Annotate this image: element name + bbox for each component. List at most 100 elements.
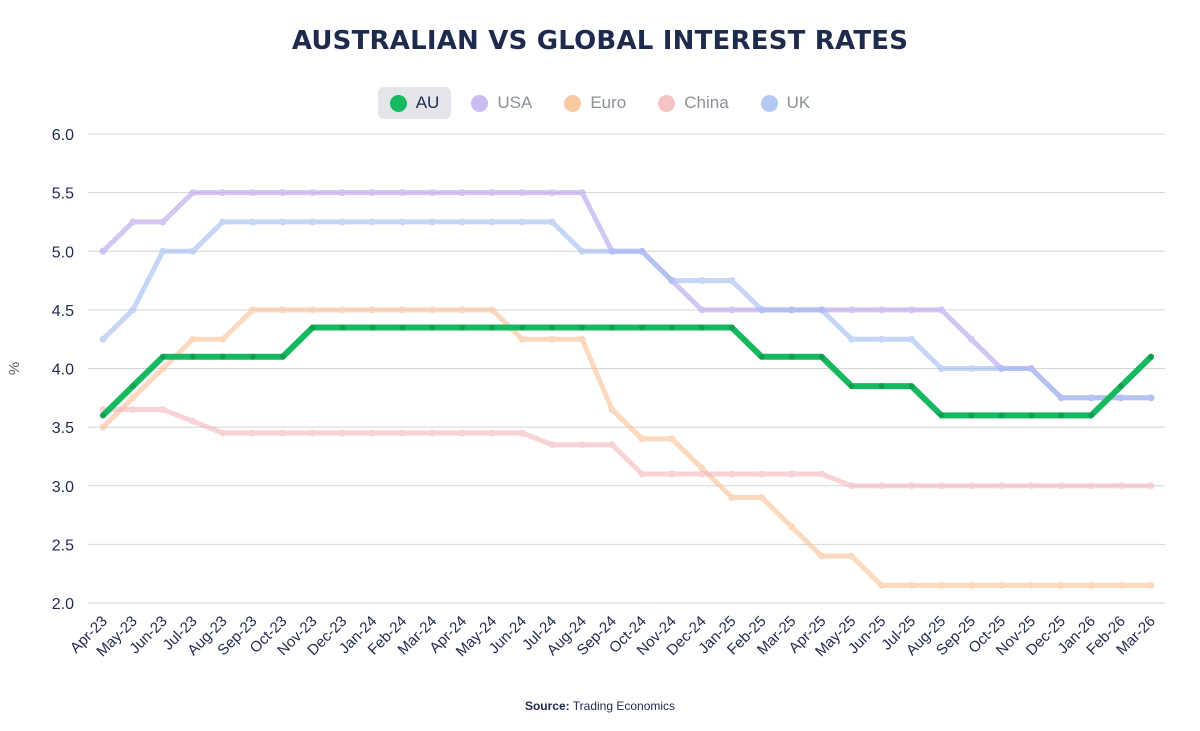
- series-uk: [99, 218, 1155, 402]
- source-label: Source:: [524, 699, 570, 713]
- data-point-china: [518, 429, 526, 437]
- data-point-euro: [219, 335, 227, 343]
- y-tick-label: 3.5: [52, 420, 74, 437]
- y-tick-label: 5.5: [52, 186, 74, 203]
- data-point-uk: [458, 218, 466, 226]
- data-point-china: [878, 482, 886, 490]
- data-point-au: [159, 353, 166, 360]
- data-point-usa: [458, 189, 466, 197]
- data-point-china: [548, 441, 556, 449]
- legend-label: Euro: [590, 93, 627, 112]
- legend-item-uk[interactable]: UK: [749, 87, 823, 119]
- legend-item-usa[interactable]: USA: [459, 87, 544, 119]
- data-point-au: [100, 412, 106, 419]
- chart-title: AUSTRALIAN VS GLOBAL INTEREST RATES: [291, 26, 909, 56]
- data-point-au: [579, 324, 586, 331]
- series-line-euro: [100, 307, 1154, 588]
- data-point-china: [458, 429, 466, 437]
- data-point-usa: [907, 306, 915, 314]
- data-point-usa: [189, 189, 197, 197]
- data-point-euro: [1147, 581, 1155, 589]
- data-point-au: [399, 324, 406, 331]
- data-point-au: [638, 324, 645, 331]
- data-point-uk: [907, 335, 915, 343]
- data-point-china: [638, 470, 646, 478]
- data-point-euro: [907, 581, 915, 589]
- data-point-au: [219, 353, 226, 360]
- data-point-usa: [548, 189, 556, 197]
- data-point-uk: [309, 218, 317, 226]
- data-point-uk: [398, 218, 406, 226]
- y-axis-label: %: [6, 362, 23, 375]
- series-line-china: [100, 407, 1154, 489]
- legend-label: UK: [786, 93, 811, 112]
- data-point-usa: [219, 189, 227, 197]
- data-point-uk: [339, 218, 347, 226]
- data-point-euro: [159, 365, 167, 372]
- data-point-uk: [129, 306, 137, 314]
- data-point-au: [698, 324, 705, 331]
- data-point-china: [1117, 482, 1125, 490]
- data-point-uk: [937, 365, 945, 372]
- data-point-china: [937, 482, 945, 490]
- data-point-china: [997, 482, 1005, 490]
- data-point-uk: [548, 218, 556, 226]
- source-text: Trading Economics: [572, 699, 676, 713]
- data-point-china: [428, 429, 436, 437]
- data-point-china: [189, 417, 197, 425]
- data-point-euro: [99, 423, 107, 431]
- data-point-au: [279, 353, 286, 360]
- data-point-au: [459, 324, 466, 331]
- data-point-usa: [578, 189, 586, 197]
- data-point-uk: [368, 218, 376, 226]
- data-point-euro: [578, 335, 586, 343]
- y-tick-label: 4.0: [52, 362, 74, 379]
- data-point-china: [159, 406, 167, 414]
- data-point-euro: [608, 406, 616, 414]
- data-point-euro: [758, 493, 766, 501]
- data-point-au: [249, 353, 256, 360]
- data-point-usa: [159, 218, 167, 226]
- data-point-au: [1148, 353, 1154, 360]
- data-point-au: [609, 324, 616, 331]
- data-point-usa: [518, 189, 526, 197]
- legend-marker-icon: [760, 94, 778, 112]
- data-point-au: [848, 383, 855, 390]
- data-point-uk: [1147, 394, 1155, 402]
- data-point-usa: [99, 247, 107, 255]
- data-point-china: [1057, 482, 1065, 490]
- data-point-usa: [488, 189, 496, 197]
- data-point-usa: [339, 189, 347, 197]
- data-point-uk: [878, 335, 886, 343]
- legend-item-china[interactable]: China: [646, 87, 740, 119]
- data-point-euro: [189, 335, 197, 343]
- data-point-china: [1087, 482, 1095, 490]
- data-point-euro: [1087, 581, 1095, 589]
- data-point-china: [818, 470, 826, 478]
- data-point-au: [519, 324, 526, 331]
- data-point-au: [728, 324, 735, 331]
- data-point-usa: [249, 189, 257, 197]
- data-point-au: [818, 353, 825, 360]
- data-point-china: [1027, 482, 1035, 490]
- data-point-au: [758, 353, 765, 360]
- legend-label: AU: [415, 93, 440, 112]
- data-point-au: [1028, 412, 1035, 419]
- data-point-uk: [997, 365, 1005, 372]
- data-point-china: [398, 429, 406, 437]
- data-point-uk: [249, 218, 257, 226]
- legend-item-au[interactable]: AU: [377, 87, 452, 119]
- data-point-china: [279, 429, 287, 437]
- data-point-au: [938, 412, 945, 419]
- y-tick-label: 5.0: [52, 244, 74, 261]
- data-point-au: [788, 353, 795, 360]
- data-point-au: [968, 412, 975, 419]
- data-point-au: [489, 324, 496, 331]
- y-tick-label: 2.0: [52, 596, 74, 613]
- data-point-au: [1088, 412, 1095, 419]
- data-point-uk: [1087, 394, 1095, 402]
- legend-label: China: [684, 93, 729, 112]
- legend-item-euro[interactable]: Euro: [552, 87, 638, 119]
- data-point-china: [967, 482, 975, 490]
- data-point-china: [249, 429, 257, 437]
